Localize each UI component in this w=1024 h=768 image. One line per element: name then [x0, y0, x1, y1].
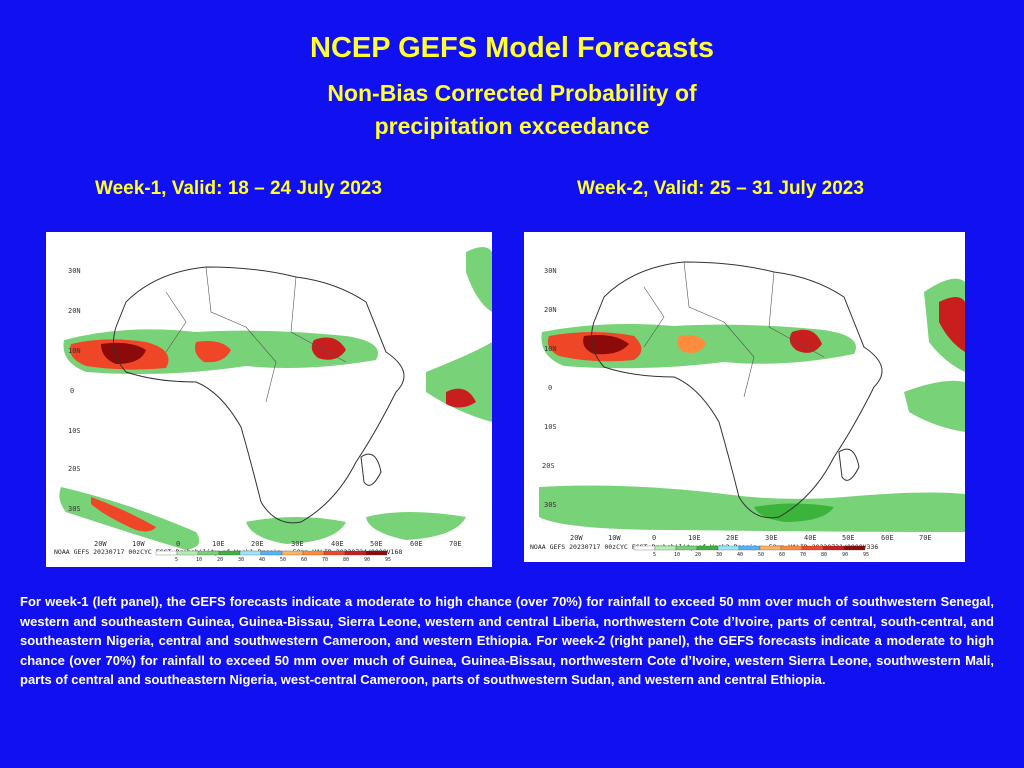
- page-title: NCEP GEFS Model Forecasts: [310, 32, 714, 64]
- week1-precip-field: [59, 247, 492, 550]
- colorbar-label: 5: [653, 552, 656, 558]
- week2-heading: Week-2, Valid: 25 – 31 July 2023: [577, 178, 864, 199]
- colorbar-swatch: [260, 550, 283, 556]
- colorbar-swatch: [759, 545, 782, 551]
- colorbar-swatch: [218, 550, 241, 556]
- colorbar-swatch: [197, 550, 220, 556]
- week1-lat-label: 10N: [68, 347, 81, 355]
- week2-lon-label: 40E: [804, 534, 817, 542]
- week2-lon-label: 30E: [765, 534, 778, 542]
- colorbar-label: 10: [674, 552, 680, 558]
- week1-lat-label: 20S: [68, 465, 81, 473]
- madagascar-outline: [838, 448, 860, 481]
- week1-lon-label: 0: [176, 540, 180, 548]
- colorbar-label: 50: [280, 557, 286, 563]
- colorbar-swatch: [633, 545, 656, 551]
- colorbar-label: 30: [716, 552, 722, 558]
- week2-lat-label: 20S: [542, 462, 555, 470]
- colorbar-swatch: [281, 550, 304, 556]
- week1-colorbar: 5 10 20 30 40 50 60 70 80 90 95: [155, 550, 391, 563]
- colorbar-swatch: [302, 550, 325, 556]
- week1-lon-label: 40E: [331, 540, 344, 548]
- week2-lon-label: 0: [652, 534, 656, 542]
- week2-lat-label: 20N: [544, 306, 557, 314]
- colorbar-label: 60: [301, 557, 307, 563]
- africa-outline: [113, 266, 405, 524]
- week2-lon-label: 50E: [842, 534, 855, 542]
- week2-lon-label: 60E: [881, 534, 894, 542]
- colorbar-swatch: [239, 550, 262, 556]
- week1-lon-label: 70E: [449, 540, 462, 548]
- madagascar-outline: [360, 453, 382, 486]
- colorbar-label: 80: [821, 552, 827, 558]
- week1-lat-label: 0: [70, 387, 74, 395]
- colorbar-label: 50: [758, 552, 764, 558]
- week2-lon-label: 10E: [688, 534, 701, 542]
- week2-lon-label: 10W: [608, 534, 621, 542]
- colorbar-swatch: [801, 545, 824, 551]
- week2-colorbar: 5 10 20 30 40 50 60 70 80 90 95: [633, 545, 869, 558]
- colorbar-swatch: [344, 550, 367, 556]
- week2-lat-label: 10N: [544, 345, 557, 353]
- colorbar-label: 60: [779, 552, 785, 558]
- week1-lat-label: 30S: [68, 505, 81, 513]
- colorbar-swatch: [323, 550, 346, 556]
- week2-lat-label: 30N: [544, 267, 557, 275]
- week1-lon-label: 60E: [410, 540, 423, 548]
- week1-forecast-map: 30N 20N 10N 0 10S 20S 30S 20W 10W 0 10E …: [46, 232, 492, 567]
- colorbar-label: 90: [364, 557, 370, 563]
- colorbar-swatch: [843, 545, 866, 551]
- colorbar-label: 40: [737, 552, 743, 558]
- colorbar-swatch: [176, 550, 199, 556]
- page-subtitle: Non-Bias Corrected Probability of precip…: [327, 80, 697, 139]
- colorbar-label: 20: [695, 552, 701, 558]
- colorbar-label: 30: [238, 557, 244, 563]
- colorbar-swatch: [155, 550, 178, 556]
- week1-lat-label: 30N: [68, 267, 81, 275]
- week1-lon-label: 30E: [291, 540, 304, 548]
- colorbar-swatch: [654, 545, 677, 551]
- colorbar-swatch: [365, 550, 388, 556]
- colorbar-label: 40: [259, 557, 265, 563]
- colorbar-label: 5: [175, 557, 178, 563]
- week2-lon-label: 70E: [919, 534, 932, 542]
- colorbar-swatch: [717, 545, 740, 551]
- week1-lat-label: 20N: [68, 307, 81, 315]
- colorbar-swatch: [675, 545, 698, 551]
- week1-lon-label: 50E: [370, 540, 383, 548]
- week1-lon-label: 10W: [132, 540, 145, 548]
- week2-lon-label: 20E: [726, 534, 739, 542]
- week2-lat-label: 30S: [544, 501, 557, 509]
- colorbar-label: 70: [800, 552, 806, 558]
- week2-lon-label: 20W: [570, 534, 583, 542]
- week1-lon-label: 20E: [251, 540, 264, 548]
- colorbar-swatch: [696, 545, 719, 551]
- colorbar-swatch: [780, 545, 803, 551]
- colorbar-label: 95: [863, 552, 869, 558]
- colorbar-swatch: [738, 545, 761, 551]
- forecast-description: For week-1 (left panel), the GEFS foreca…: [20, 594, 994, 688]
- week1-heading: Week-1, Valid: 18 – 24 July 2023: [95, 178, 382, 199]
- week1-lon-label: 20W: [94, 540, 107, 548]
- colorbar-label: 80: [343, 557, 349, 563]
- africa-outline: [591, 261, 883, 519]
- colorbar-swatch: [822, 545, 845, 551]
- week1-lat-label: 10S: [68, 427, 81, 435]
- colorbar-label: 20: [217, 557, 223, 563]
- colorbar-label: 90: [842, 552, 848, 558]
- week2-precip-field: [539, 278, 965, 532]
- week2-lat-label: 10S: [544, 423, 557, 431]
- week2-forecast-map: 30N 20N 10N 0 10S 20S 30S 20W 10W 0 10E …: [524, 232, 965, 562]
- colorbar-label: 10: [196, 557, 202, 563]
- week1-lon-label: 10E: [212, 540, 225, 548]
- week2-lat-label: 0: [548, 384, 552, 392]
- colorbar-label: 70: [322, 557, 328, 563]
- colorbar-label: 95: [385, 557, 391, 563]
